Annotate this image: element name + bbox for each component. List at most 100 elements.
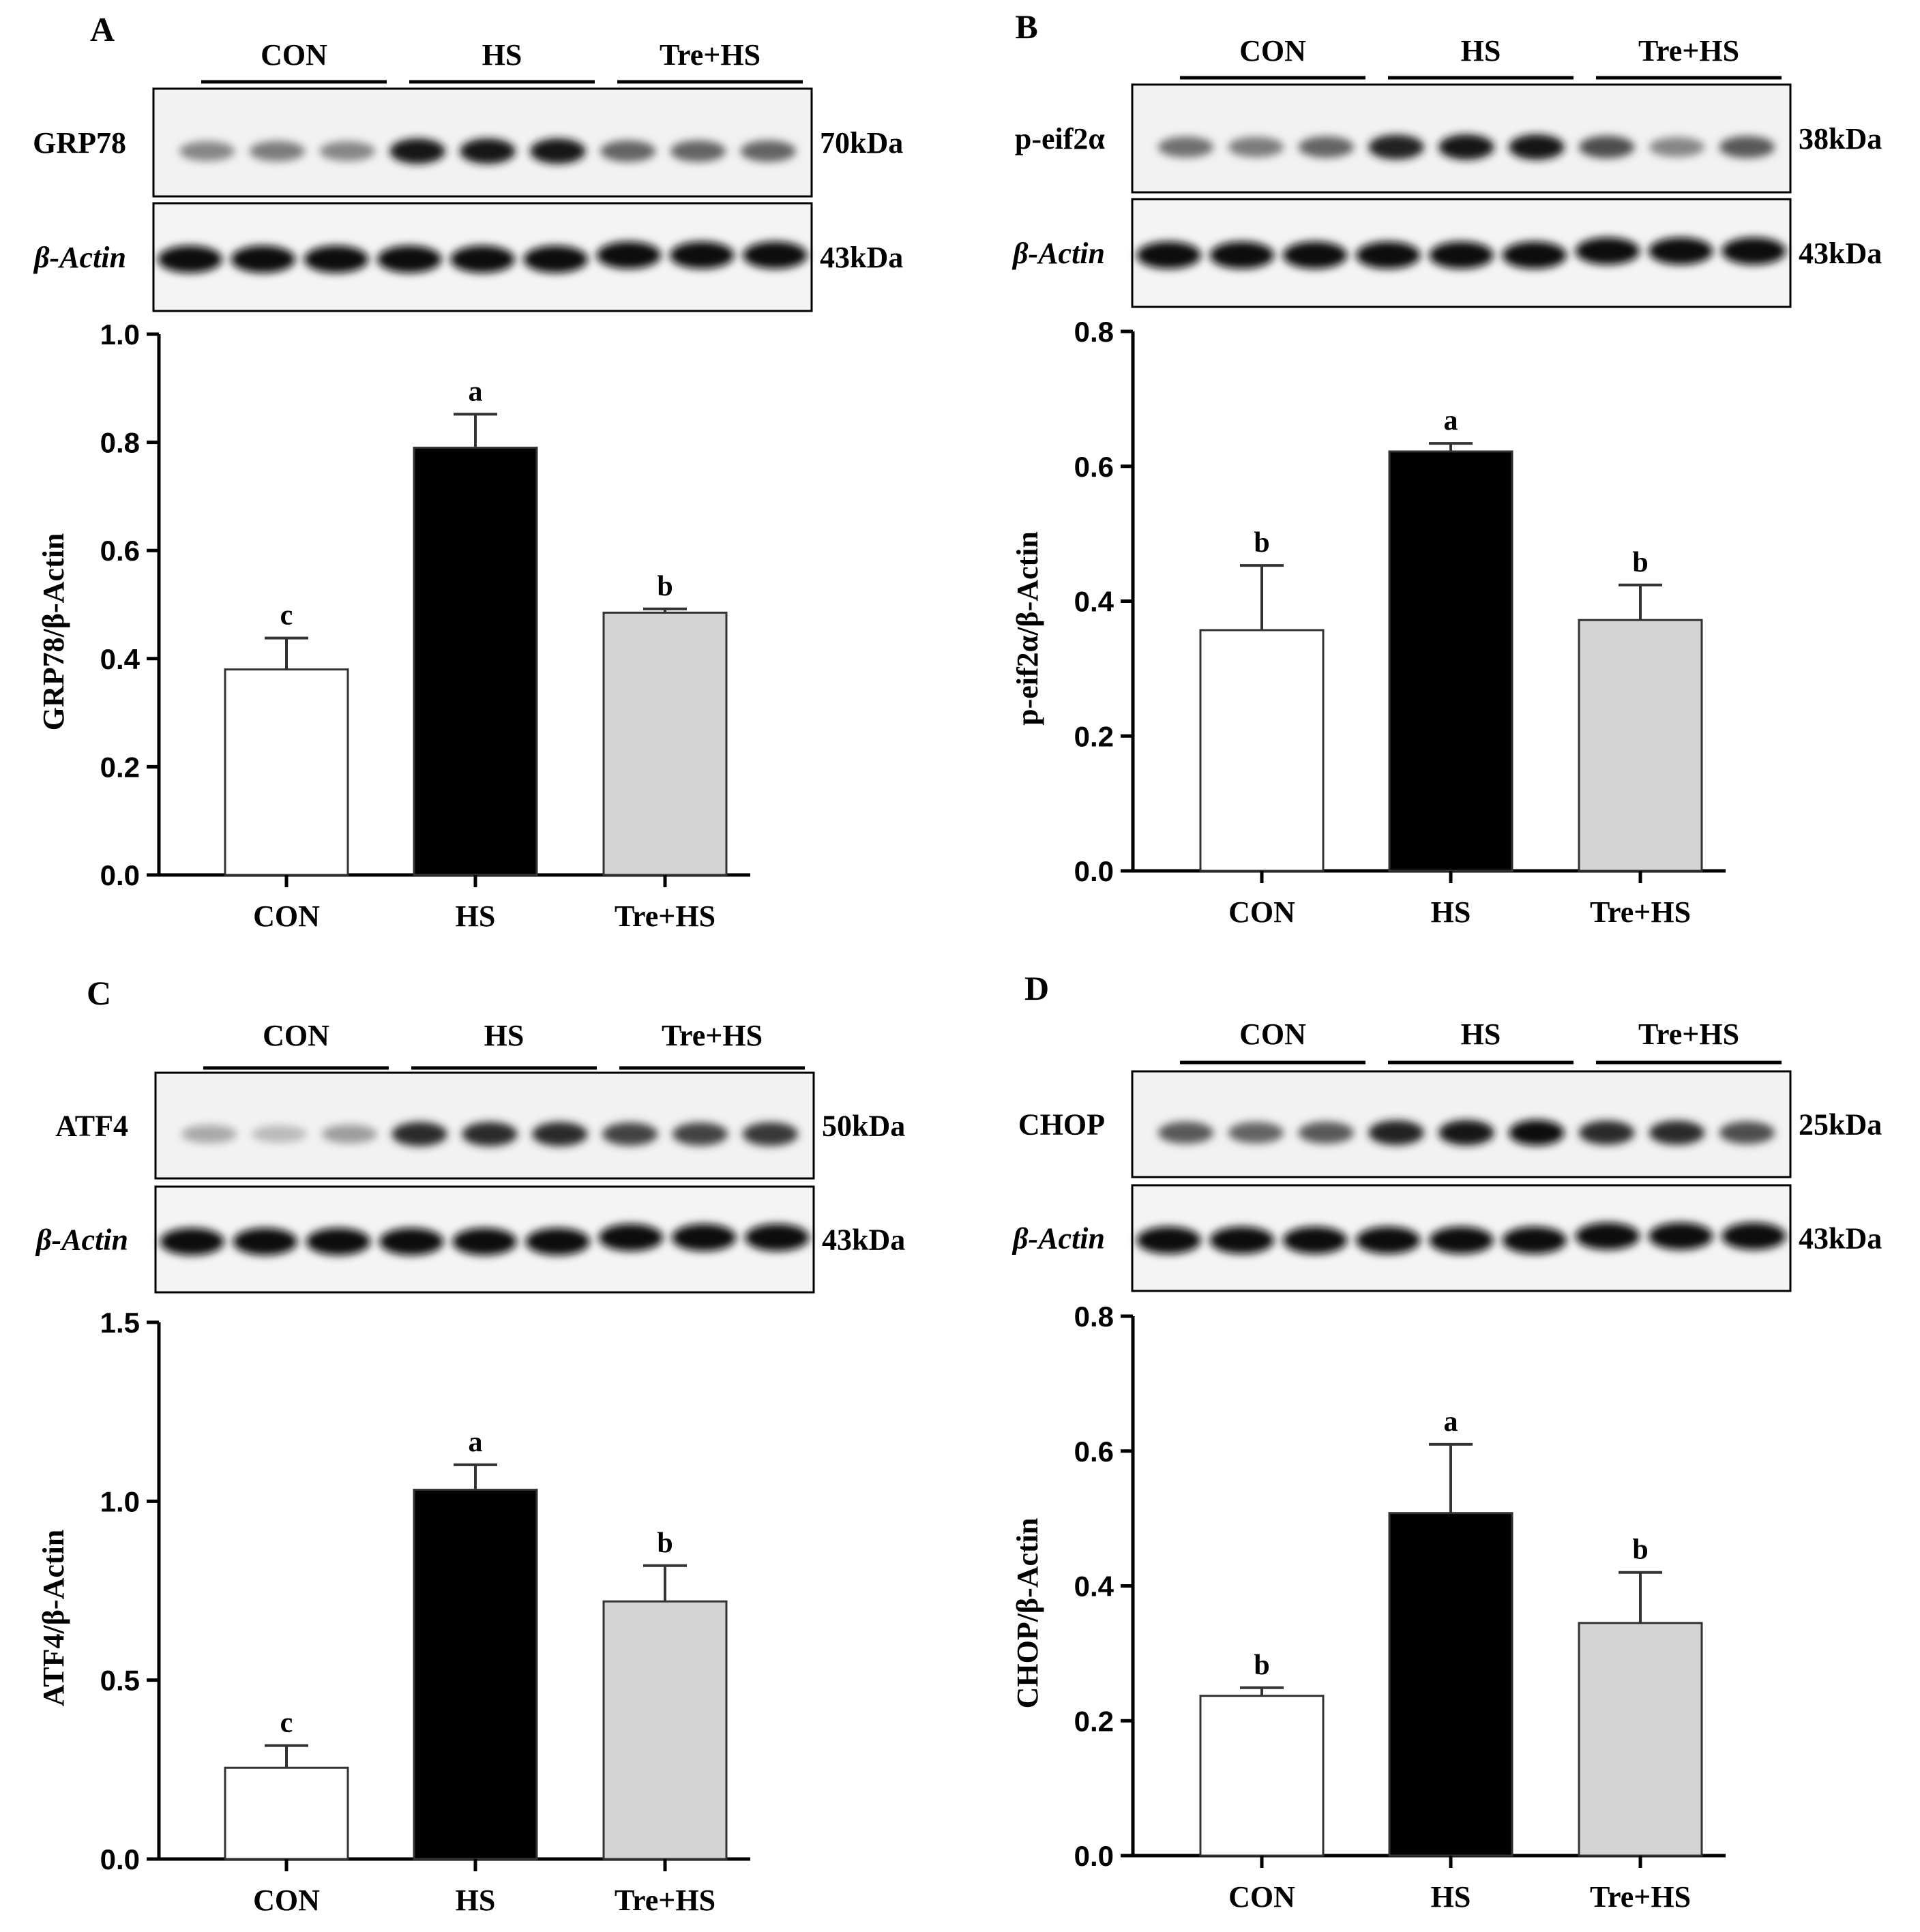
target-band: [179, 141, 235, 162]
target-band: [1719, 136, 1775, 158]
y-axis-label: ATF4/β-Actin: [37, 1530, 70, 1706]
bar-chart: 0.0 0.2 0.4 0.6 0.8 CHOP/β-Actin b CON a HS b Tre+H…: [1011, 1301, 1726, 1914]
significance-letter: b: [1632, 547, 1648, 578]
target-band: [1157, 136, 1214, 158]
target-band: [672, 1122, 728, 1146]
actin-kda-label: 43kDa: [820, 241, 903, 274]
bar-chart: 0.0 0.2 0.4 0.6 0.8 1.0 GRP78/β-Actin c CON a HS b T…: [37, 318, 750, 933]
target-band: [249, 140, 306, 162]
bar-chart: 0.0 0.2 0.4 0.6 0.8 p-eif2α/β-Actin b CON a HS b Tr…: [1011, 316, 1726, 929]
actin-band: [377, 246, 442, 273]
blot-group-label: CON: [261, 38, 327, 72]
actin-band: [671, 1223, 737, 1251]
y-tick-label: 0.0: [100, 1843, 140, 1875]
target-band: [740, 140, 797, 162]
y-tick-label: 1.0: [100, 318, 140, 351]
target-band: [1298, 1121, 1355, 1144]
significance-letter: c: [280, 600, 293, 631]
blot-group-label: HS: [1461, 1017, 1501, 1051]
actin-band: [160, 1228, 224, 1255]
significance-letter: a: [1444, 1406, 1458, 1438]
x-tick-label: Tre+HS: [1590, 1880, 1691, 1914]
target-band: [462, 1122, 518, 1146]
x-tick-label: Tre+HS: [1590, 895, 1691, 929]
y-tick-label: 0.2: [1074, 1705, 1114, 1737]
x-tick-label: CON: [253, 900, 320, 933]
x-tick-label: HS: [1431, 1880, 1471, 1914]
y-tick-label: 0.6: [1074, 1436, 1114, 1468]
target-band: [1228, 1122, 1284, 1144]
x-tick-label: CON: [253, 1884, 320, 1917]
y-axis-label: p-eif2α/β-Actin: [1011, 531, 1044, 726]
y-axis-label: CHOP/β-Actin: [1011, 1518, 1044, 1709]
y-tick-label: 0.0: [1074, 1840, 1114, 1872]
actin-band: [1648, 1222, 1713, 1250]
target-band: [532, 1122, 588, 1146]
y-tick-label: 1.5: [100, 1307, 140, 1339]
y-tick-label: 0.2: [1074, 720, 1114, 752]
target-band: [530, 138, 586, 164]
target-band: [602, 1122, 658, 1146]
target-kda-label: 50kDa: [822, 1110, 905, 1143]
panel-letter: C: [87, 974, 111, 1012]
y-tick-label: 0.6: [1074, 451, 1114, 483]
actin-band: [669, 241, 735, 269]
x-tick-label: HS: [456, 900, 496, 933]
bar-tre-hs: [1578, 619, 1703, 872]
actin-band: [158, 246, 222, 273]
target-band: [1649, 137, 1705, 158]
target-band: [1719, 1121, 1775, 1144]
actin-band: [1282, 241, 1348, 269]
target-band: [1157, 1121, 1214, 1144]
actin-band: [450, 246, 515, 273]
actin-band: [1356, 241, 1421, 269]
actin-band: [452, 1228, 517, 1255]
target-band: [742, 1122, 799, 1146]
blot-group-label: CON: [263, 1019, 329, 1052]
actin-band: [1502, 1226, 1567, 1254]
panel-c: C CON HS Tre+HS ATF4 50kDa β-Actin 43kDa 0.0 0.5 1…: [35, 974, 905, 1917]
actin-band: [743, 241, 808, 269]
actin-band: [1575, 1222, 1640, 1250]
target-band: [319, 141, 376, 162]
bar-hs: [413, 447, 538, 876]
panel-letter: D: [1024, 969, 1049, 1007]
actin-band: [598, 1223, 664, 1251]
y-tick-label: 0.0: [100, 859, 140, 891]
actin-label: β-Actin: [1011, 1222, 1105, 1255]
actin-band: [379, 1228, 444, 1255]
actin-band: [1502, 241, 1567, 269]
target-band: [389, 138, 445, 164]
bar-tre-hs: [602, 611, 728, 876]
significance-letter: a: [469, 376, 483, 407]
actin-band: [1136, 241, 1201, 269]
x-tick-label: HS: [1431, 895, 1471, 929]
actin-band: [745, 1223, 810, 1251]
target-protein-label: ATF4: [55, 1110, 128, 1143]
significance-letter: a: [469, 1427, 483, 1458]
actin-label: β-Actin: [1011, 237, 1105, 270]
bar-con: [224, 1766, 349, 1860]
y-tick-label: 1.0: [100, 1485, 140, 1517]
y-tick-label: 0.8: [1074, 1301, 1114, 1333]
target-protein-label: GRP78: [33, 126, 126, 160]
bar-hs: [1388, 1512, 1513, 1857]
y-tick-label: 0.8: [100, 427, 140, 459]
actin-band: [596, 241, 662, 269]
y-tick-label: 0.4: [100, 643, 141, 675]
x-tick-label: CON: [1228, 895, 1295, 929]
actin-kda-label: 43kDa: [822, 1223, 905, 1257]
target-band: [1578, 136, 1635, 159]
significance-letter: b: [1254, 1650, 1269, 1681]
actin-band: [525, 1228, 590, 1255]
significance-letter: b: [1254, 527, 1269, 559]
actin-band: [523, 246, 588, 273]
target-band: [460, 138, 516, 164]
actin-band: [306, 1228, 371, 1255]
blot-group-label: CON: [1239, 34, 1306, 68]
target-protein-label: CHOP: [1018, 1108, 1105, 1142]
target-kda-label: 38kDa: [1799, 122, 1882, 155]
